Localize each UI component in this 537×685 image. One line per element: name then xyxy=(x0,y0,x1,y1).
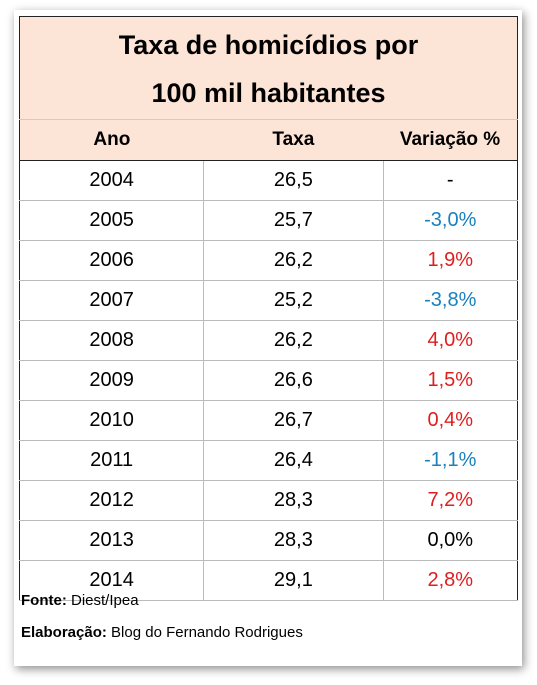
table-cell: 2011 xyxy=(19,440,204,481)
header-cell: Variação % xyxy=(383,119,518,161)
footer-text: Diest/Ipea xyxy=(71,592,139,609)
table-cell: 4,0% xyxy=(383,320,518,361)
table-cell: 7,2% xyxy=(383,480,518,521)
table-row: 2004 26,5- xyxy=(19,160,518,201)
table-cell: 2013 xyxy=(19,520,204,561)
table-body: 2004 26,5-2005 25,7 -3,0% 2006 26,2 1,9% 2007 25… xyxy=(19,160,518,601)
table-cell: - xyxy=(383,160,518,201)
table-cell: 0,4% xyxy=(383,400,518,441)
table-cell: 2,8% xyxy=(383,560,518,601)
table-cell: 1,9% xyxy=(383,240,518,281)
table-cell: 25,7 xyxy=(203,200,384,241)
card: Taxa de homicídios por 100 mil habitante… xyxy=(14,10,522,666)
table-cell: 2004 xyxy=(19,160,204,201)
table-cell: 26,4 xyxy=(203,440,384,481)
table-row: 2005 25,7 -3,0% xyxy=(19,200,518,241)
table-cell: 0,0% xyxy=(383,520,518,561)
footer-line: Elaboração: Blog do Fernando Rodrigues xyxy=(21,624,303,641)
header-cell: Ano xyxy=(19,119,204,161)
table-row: 2011 26,4 -1,1% xyxy=(19,440,518,481)
table-cell: 2006 xyxy=(19,240,204,281)
table-cell: 28,3 xyxy=(203,480,384,521)
table-row: 2014 29,1 2,8% xyxy=(19,560,518,601)
table-cell: 26,2 xyxy=(203,240,384,281)
table-cell: 2012 xyxy=(19,480,204,521)
title-line: Taxa de homicídios por xyxy=(118,30,419,60)
table-cell: 2005 xyxy=(19,200,204,241)
header-row: Ano Taxa Variação % xyxy=(19,119,518,161)
table-row: 2007 25,2 -3,8% xyxy=(19,280,518,321)
table: Taxa de homicídios por 100 mil habitante… xyxy=(19,16,518,601)
table-cell: 29,1 xyxy=(203,560,384,601)
table-cell: 1,5% xyxy=(383,360,518,401)
footer-line: Fonte: Diest/Ipea xyxy=(21,592,139,609)
table-cell: 26,6 xyxy=(203,360,384,401)
table-cell: 2010 xyxy=(19,400,204,441)
table-cell: 2009 xyxy=(19,360,204,401)
table-row: 2008 26,2 4,0% xyxy=(19,320,518,361)
table-row: 2013 28,3 0,0% xyxy=(19,520,518,561)
table-cell: 2014 xyxy=(19,560,204,601)
table-cell: -3,0% xyxy=(383,200,518,241)
title-line: 100 mil habitantes xyxy=(151,78,386,108)
footer-text: Blog do Fernando Rodrigues xyxy=(111,624,303,641)
table-cell: 25,2 xyxy=(203,280,384,321)
table-row: 2006 26,2 1,9% xyxy=(19,240,518,281)
table-cell: 26,5 xyxy=(203,160,384,201)
title: Taxa de homicídios por 100 mil habitante… xyxy=(19,16,518,120)
table-row: 2012 28,3 7,2% xyxy=(19,480,518,521)
table-cell: -3,8% xyxy=(383,280,518,321)
table-row: 2009 26,6 1,5% xyxy=(19,360,518,401)
footer-label: Fonte: xyxy=(21,592,67,609)
header-cell: Taxa xyxy=(203,119,384,161)
table-cell: 26,2 xyxy=(203,320,384,361)
table-cell: 2008 xyxy=(19,320,204,361)
table-cell: 28,3 xyxy=(203,520,384,561)
footer-label: Elaboração: xyxy=(21,624,107,641)
table-cell: 26,7 xyxy=(203,400,384,441)
table-cell: -1,1% xyxy=(383,440,518,481)
table-row: 2010 26,7 0,4% xyxy=(19,400,518,441)
table-cell: 2007 xyxy=(19,280,204,321)
